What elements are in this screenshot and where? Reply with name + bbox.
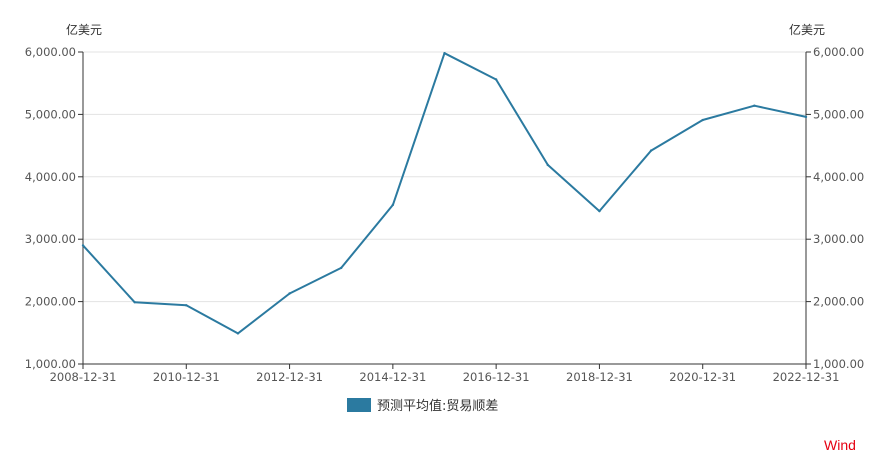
- right-y-tick-label: 3,000.00: [813, 232, 864, 246]
- left-y-tick-label: 3,000.00: [25, 232, 76, 246]
- data-point[interactable]: [546, 163, 549, 167]
- data-point[interactable]: [494, 78, 498, 81]
- data-point[interactable]: [391, 203, 395, 207]
- data-point[interactable]: [288, 292, 291, 295]
- x-tick-label: 2018-12-31: [566, 370, 633, 384]
- gridlines: [83, 51, 806, 303]
- legend-label: 预测平均值:贸易顺差: [377, 398, 498, 414]
- right-y-tick-label: 6,000.00: [813, 45, 864, 59]
- data-point[interactable]: [753, 104, 756, 107]
- data-point[interactable]: [185, 304, 188, 307]
- axes: [82, 52, 807, 365]
- x-tick-label: 2014-12-31: [359, 370, 426, 384]
- right-y-ticks: 1,000.00 2,000.00 3,000.00 4,000.00 5,000.00…: [806, 45, 864, 371]
- x-ticks: 2008-12-31 2010-12-31 2012-12-31 2014-12-31…: [50, 364, 840, 384]
- data-point[interactable]: [340, 266, 343, 270]
- series-layer: [81, 52, 808, 335]
- right-y-tick-label: 2,000.00: [813, 295, 864, 309]
- left-y-ticks: 1,000.00 2,000.00 3,000.00 4,000.00 5,000.00…: [25, 45, 83, 371]
- legend[interactable]: 预测平均值:贸易顺差: [347, 398, 498, 414]
- x-tick-label: 2022-12-31: [773, 370, 840, 384]
- wind-logo: Wind: [824, 437, 856, 453]
- x-tick-label: 2020-12-31: [669, 370, 736, 384]
- data-point[interactable]: [598, 209, 601, 213]
- legend-swatch: [347, 398, 371, 412]
- data-point[interactable]: [443, 52, 446, 55]
- data-point[interactable]: [81, 244, 85, 247]
- data-point[interactable]: [236, 332, 240, 335]
- left-y-unit-label: 亿美元: [66, 22, 102, 37]
- left-y-tick-label: 2,000.00: [25, 295, 76, 309]
- left-y-tick-label: 6,000.00: [25, 45, 76, 59]
- left-y-tick-label: 4,000.00: [25, 170, 76, 184]
- right-y-tick-label: 5,000.00: [813, 107, 864, 121]
- right-y-tick-label: 1,000.00: [813, 357, 864, 371]
- x-tick-label: 2012-12-31: [256, 370, 323, 384]
- data-point[interactable]: [649, 149, 653, 152]
- right-y-unit-label: 亿美元: [789, 22, 825, 37]
- x-tick-label: 2010-12-31: [153, 370, 220, 384]
- left-y-tick-label: 1,000.00: [25, 357, 76, 371]
- x-tick-label: 2008-12-31: [50, 370, 117, 384]
- right-y-tick-label: 4,000.00: [813, 170, 864, 184]
- left-y-tick-label: 5,000.00: [25, 107, 76, 121]
- series-line[interactable]: [82, 52, 807, 335]
- data-point[interactable]: [133, 301, 136, 304]
- x-tick-label: 2016-12-31: [463, 370, 530, 384]
- data-point[interactable]: [701, 118, 704, 122]
- data-point[interactable]: [804, 115, 808, 119]
